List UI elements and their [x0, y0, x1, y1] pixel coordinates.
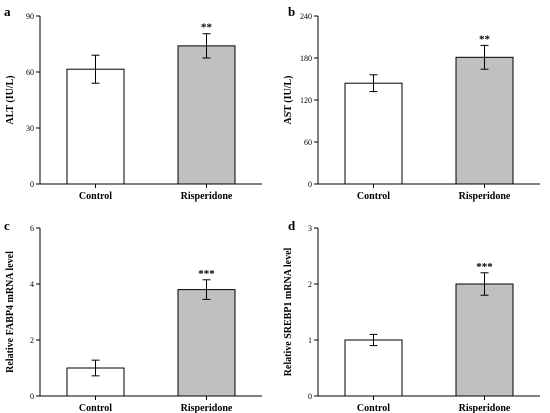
panel-d-significance-1: ***	[476, 261, 493, 273]
panel-c-ytick-label-0: 0	[30, 392, 34, 401]
panel-c-ytick-label-2: 4	[30, 280, 34, 289]
panel-a-significance-1: **	[201, 22, 213, 34]
panel-b-ytick-label-4: 240	[300, 12, 312, 21]
panel-c-significance-1: ***	[198, 268, 215, 280]
panel-b-y-axis-title: AST (IU/L)	[283, 76, 294, 125]
panel-c: c Control *** Risperidone 0 2 4 6 Relative FABP4…	[4, 218, 262, 413]
panel-d-xtick-label-0: Control	[357, 403, 390, 413]
panel-d: d Control *** Risperidone 0 1 2 3 Relative SREBP…	[283, 218, 540, 413]
panel-a-ytick-label-0: 0	[30, 180, 34, 189]
panel-b-significance-1: **	[479, 33, 491, 45]
panel-b-ytick-label-2: 120	[300, 96, 312, 105]
panel-d-xtick-label-1: Risperidone	[459, 403, 511, 413]
panel-b-ytick-label-1: 60	[304, 138, 312, 147]
panel-b: b Control ** Risperidone 0 60 120 180 240 AST (IU…	[283, 4, 540, 202]
panel-c-bar-risperidone	[177, 289, 236, 397]
panel-a-xtick-label-1: Risperidone	[181, 191, 233, 202]
panel-c-xtick-label-0: Control	[79, 403, 112, 413]
panel-a-letter: a	[4, 4, 11, 19]
panel-b-bar-control	[344, 82, 403, 185]
panel-c-xtick-label-1: Risperidone	[181, 403, 233, 413]
panel-b-ytick-label-3: 180	[300, 54, 312, 63]
panel-a-bar-control	[66, 68, 125, 185]
panel-d-bar-control	[344, 339, 403, 397]
panel-a-ytick-label-2: 60	[26, 68, 34, 77]
panel-d-ytick-label-2: 2	[308, 280, 312, 289]
panel-b-ytick-label-0: 0	[308, 180, 312, 189]
panel-a-xtick-label-0: Control	[79, 191, 112, 202]
panel-a: a Control ** Risperidone 0 30 60 90 ALT (IU/L)	[4, 4, 262, 202]
panel-d-bar-risperidone	[455, 283, 514, 397]
panel-c-ytick-label-1: 2	[30, 336, 34, 345]
panel-a-bar-risperidone	[177, 45, 236, 185]
panel-c-y-axis-title: Relative FABP4 mRNA level	[5, 251, 16, 373]
panel-b-bar-risperidone	[455, 56, 514, 185]
panel-a-ytick-label-3: 90	[26, 12, 34, 21]
panel-c-letter: c	[4, 218, 10, 233]
panel-b-xtick-label-1: Risperidone	[459, 191, 511, 202]
panel-d-ytick-label-1: 1	[308, 336, 312, 345]
panel-d-ytick-label-0: 0	[308, 392, 312, 401]
panel-d-ytick-label-3: 3	[308, 224, 312, 233]
panel-a-ytick-label-1: 30	[26, 124, 34, 133]
panel-d-letter: d	[288, 218, 296, 233]
panel-b-letter: b	[288, 4, 295, 19]
panel-c-ytick-label-3: 6	[30, 224, 34, 233]
panel-b-xtick-label-0: Control	[357, 191, 390, 202]
panel-d-y-axis-title: Relative SREBP1 mRNA level	[283, 247, 294, 376]
panel-a-y-axis-title: ALT (IU/L)	[5, 75, 16, 124]
